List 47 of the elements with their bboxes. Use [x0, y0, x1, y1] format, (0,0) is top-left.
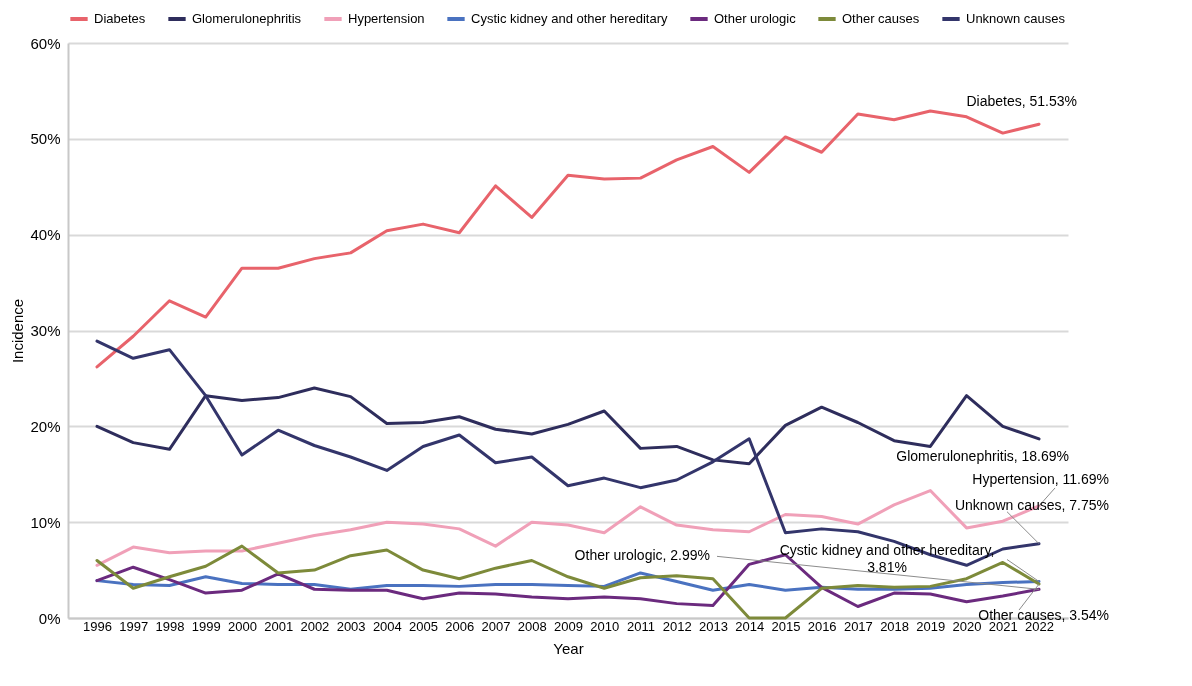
legend-label: Diabetes [94, 11, 146, 26]
x-tick-label: 2009 [554, 618, 583, 634]
x-tick-label: 1997 [119, 618, 149, 634]
x-tick-label: 2005 [409, 618, 439, 634]
x-tick-label: 2007 [481, 618, 511, 634]
x-axis-title: Year [553, 639, 584, 657]
annotation: Hypertension, 11.69% [972, 470, 1110, 487]
x-tick-label: 2001 [264, 618, 294, 634]
y-tick-label: 20% [30, 417, 61, 435]
annotation: Unknown causes, 7.75% [954, 496, 1110, 513]
annotation: Other urologic, 2.99% [574, 547, 711, 564]
legend-label: Unknown causes [966, 11, 1066, 26]
x-tick-label: 2010 [590, 618, 620, 634]
x-tick-label: 2015 [771, 618, 801, 634]
x-tick-label: 2019 [916, 618, 946, 634]
x-tick-label: 2018 [880, 618, 910, 634]
y-tick-label: 60% [30, 34, 61, 52]
annotation: Cystic kidney and other hereditary, 3.81% [779, 542, 995, 576]
legend-label: Other urologic [714, 11, 797, 26]
x-tick-label: 2003 [336, 618, 366, 634]
x-tick-label: 2000 [227, 618, 257, 634]
x-tick-label: 2017 [843, 618, 873, 634]
annotation: Glomerulonephritis, 18.69% [896, 447, 1070, 464]
annotation: Diabetes, 51.53% [966, 93, 1078, 110]
x-tick-label: 2004 [372, 618, 402, 634]
x-tick-label: 2006 [445, 618, 475, 634]
x-tick-label: 1998 [155, 618, 185, 634]
y-tick-label: 50% [30, 130, 61, 148]
x-tick-label: 2016 [807, 618, 837, 634]
y-tick-label: 30% [30, 322, 61, 339]
legend-label: Hypertension [348, 11, 425, 26]
x-tick-label: 2014 [735, 618, 765, 634]
x-tick-label: 2002 [300, 618, 330, 634]
y-tick-label: 40% [30, 226, 61, 244]
legend-label: Cystic kidney and other hereditary [471, 11, 669, 26]
legend-label: Glomerulonephritis [192, 11, 302, 26]
x-tick-label: 1999 [191, 618, 221, 634]
x-tick-label: 2008 [517, 618, 547, 634]
line-series [95, 109, 1041, 369]
x-tick-label: 2012 [662, 618, 692, 634]
y-tick-label: 0% [38, 609, 61, 627]
legend-label: Other causes [842, 11, 920, 26]
x-tick-label: 2013 [698, 618, 728, 634]
x-tick-label: 1996 [83, 618, 112, 634]
y-axis-title: Incidence [9, 298, 27, 364]
y-tick-label: 10% [30, 513, 61, 531]
x-tick-label: 2011 [626, 618, 655, 634]
